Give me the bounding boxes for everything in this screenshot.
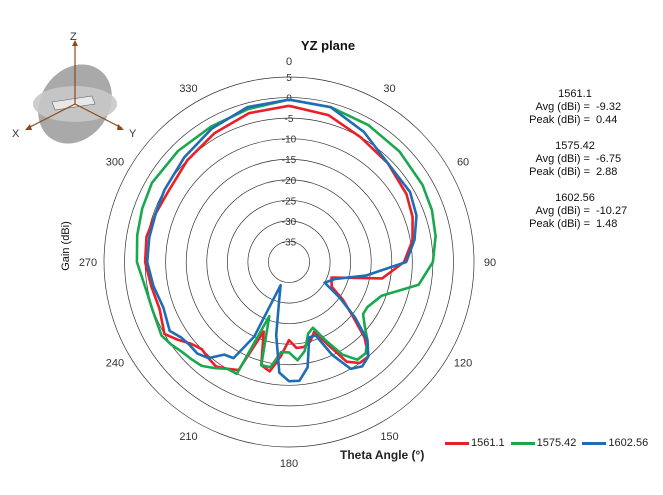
avg-value: -6.75 <box>596 153 622 165</box>
series-lines <box>135 98 437 383</box>
grid-ring <box>247 220 331 304</box>
avg-value: -10.27 <box>596 205 628 217</box>
grid-ring <box>124 97 454 427</box>
legend-swatch <box>582 441 607 445</box>
legend-label: 1561.1 <box>471 437 505 449</box>
r-tick-label: -30 <box>282 217 297 228</box>
legend: 1561.1 1575.42 1602.56 <box>445 437 654 449</box>
angle-tick-label: 150 <box>380 431 398 443</box>
axis-z-label: Z <box>70 31 77 43</box>
angle-tick-label: 180 <box>280 458 298 470</box>
angle-tick-label: 330 <box>179 83 197 95</box>
legend-item: 1602.56 <box>582 437 648 449</box>
chart-title: YZ plane <box>301 38 355 53</box>
peak-label: Peak (dBi) = <box>529 166 590 178</box>
avg-label: Avg (dBi) = <box>535 205 590 217</box>
angle-tick-label: 60 <box>457 157 469 169</box>
avg-label: Avg (dBi) = <box>535 153 590 165</box>
stat-block-1602: 1602.56 Avg (dBi) = -10.27 Peak (dBi) = 1.… <box>520 192 640 231</box>
stats-panel: 1561.1 Avg (dBi) = -9.32 Peak (dBi) = 0.44… <box>520 88 640 244</box>
r-tick-label: -20 <box>282 176 297 187</box>
stat-block-1561: 1561.1 Avg (dBi) = -9.32 Peak (dBi) = 0.44 <box>520 88 640 127</box>
angle-tick-label: 300 <box>106 157 124 169</box>
orientation-icon: Z X Y <box>12 31 137 144</box>
peak-value: 1.48 <box>596 218 618 230</box>
angle-tick-label: 270 <box>79 257 97 269</box>
r-tick-label: -25 <box>282 196 297 207</box>
axis-x-label: X <box>12 128 20 140</box>
r-tick-label: -10 <box>282 135 297 146</box>
legend-item: 1575.42 <box>510 437 577 449</box>
legend-swatch <box>445 441 469 445</box>
stat-block-1575: 1575.42 Avg (dBi) = -6.75 Peak (dBi) = 2.8… <box>520 140 640 179</box>
grid-ring <box>185 158 393 366</box>
avg-label: Avg (dBi) = <box>535 101 590 113</box>
grid-ring <box>206 179 372 345</box>
polar-grid <box>103 76 475 448</box>
stat-freq: 1575.42 <box>555 140 595 152</box>
series-line <box>135 98 437 376</box>
grid-ring <box>268 241 310 283</box>
y-axis-title: Gain (dBi) <box>60 221 72 271</box>
legend-swatch <box>510 441 535 445</box>
angle-tick-label: 210 <box>179 431 197 443</box>
stat-freq: 1561.1 <box>558 88 592 100</box>
series-line <box>143 104 414 373</box>
peak-value: 2.88 <box>596 166 618 178</box>
peak-label: Peak (dBi) = <box>529 218 590 230</box>
angle-tick-label: 240 <box>106 358 124 370</box>
avg-value: -9.32 <box>596 101 622 113</box>
x-axis-title: Theta Angle (°) <box>340 448 425 462</box>
legend-label: 1575.42 <box>536 437 577 449</box>
grid-ring <box>226 199 352 325</box>
axis-y-label: Y <box>129 128 137 140</box>
angle-tick-label: 30 <box>383 83 395 95</box>
r-tick-label: 5 <box>286 73 292 84</box>
angle-tick-label: 120 <box>454 358 472 370</box>
r-tick-label: -35 <box>282 237 297 248</box>
grid-ring <box>103 76 475 448</box>
angle-tick-label: 90 <box>484 257 496 269</box>
peak-label: Peak (dBi) = <box>529 114 590 126</box>
legend-label: 1602.56 <box>608 437 649 449</box>
r-tick-label: -5 <box>285 114 294 125</box>
peak-value: 0.44 <box>596 114 618 126</box>
grid-ring <box>165 138 413 386</box>
angle-tick-labels: 0 30 60 90 120 150 180 210 240 270 300 330 <box>79 56 496 470</box>
series-line <box>145 98 418 383</box>
r-tick-label: -15 <box>282 155 297 166</box>
legend-item: 1561.1 <box>445 437 505 449</box>
stat-freq: 1602.56 <box>555 192 595 204</box>
angle-tick-label: 0 <box>286 56 292 68</box>
